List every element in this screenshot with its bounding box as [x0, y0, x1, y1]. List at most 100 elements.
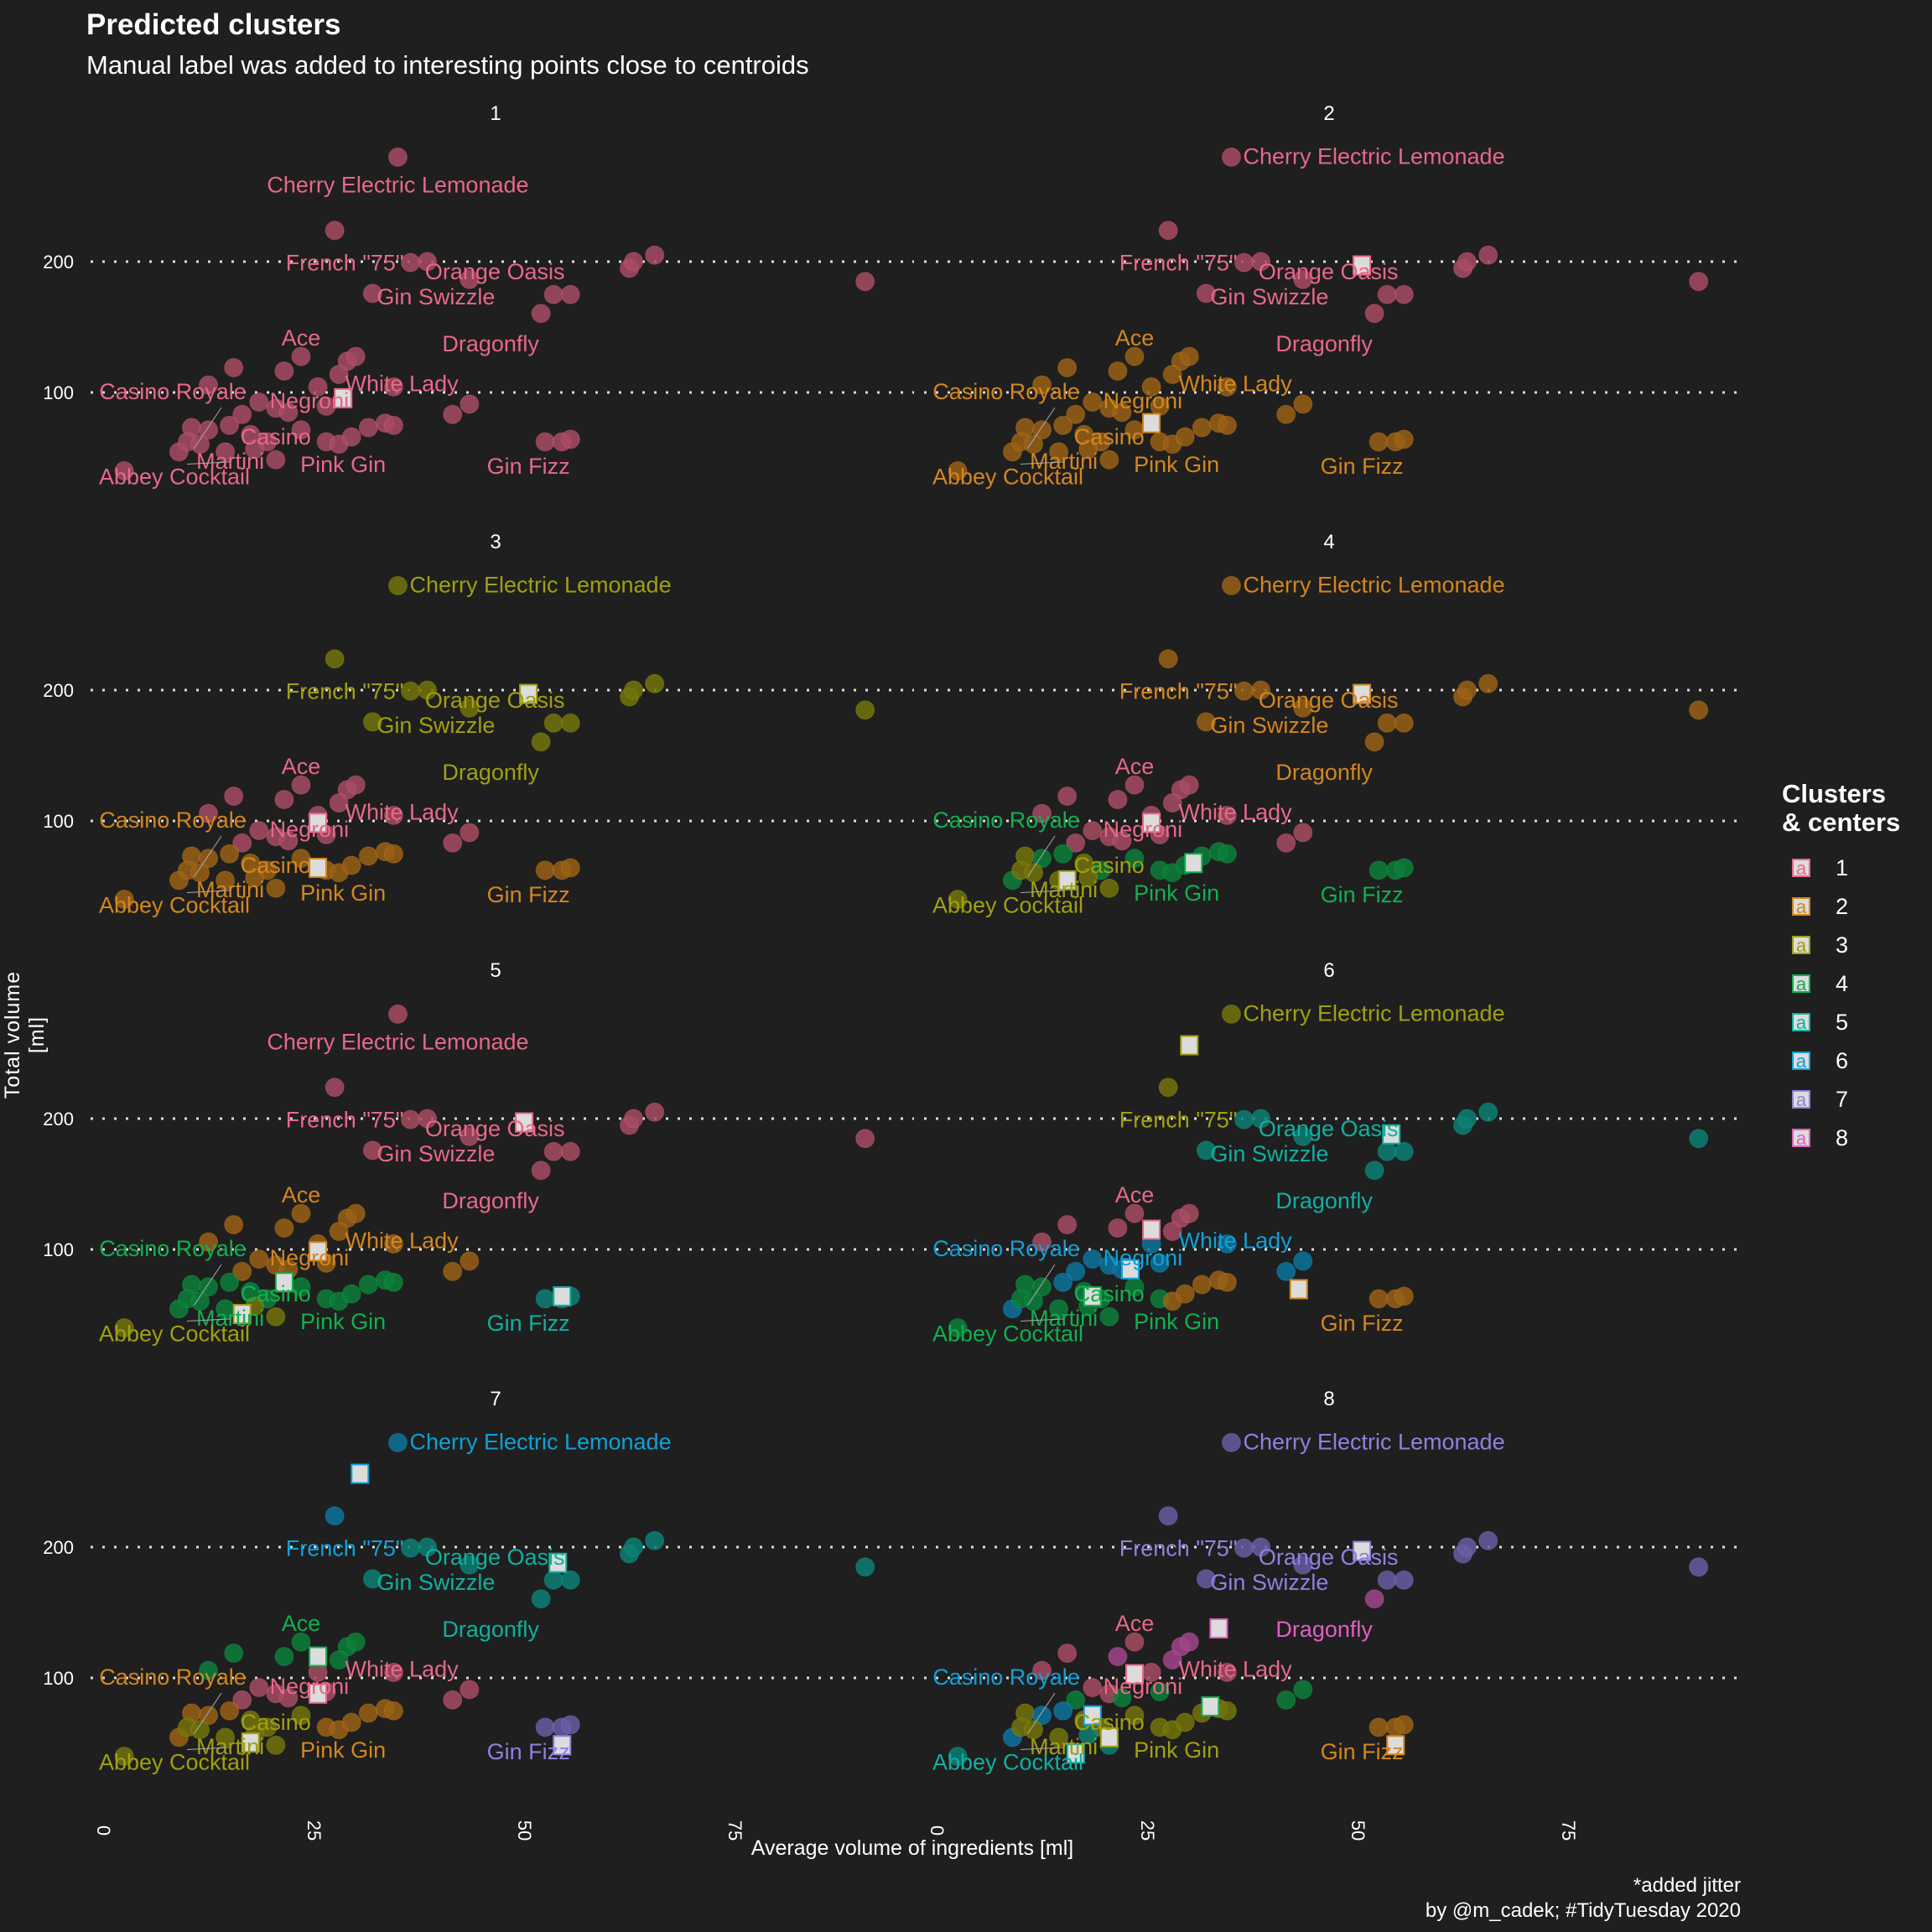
data-point [114, 461, 134, 481]
data-point [543, 284, 564, 304]
data-point [1141, 377, 1161, 397]
data-point [1057, 358, 1078, 378]
data-point [1368, 432, 1389, 452]
point-label: Casino [241, 853, 311, 878]
data-point [1057, 1644, 1078, 1664]
point-label: Negroni [270, 388, 350, 413]
label-leader-line [194, 407, 222, 449]
data-point [418, 252, 438, 272]
data-point [345, 1203, 366, 1223]
data-point [1099, 449, 1119, 470]
data-point [362, 1569, 382, 1589]
data-point [1049, 1727, 1069, 1748]
data-point [624, 1109, 644, 1129]
data-point [531, 732, 551, 752]
point-label: Gin Fizz [487, 882, 570, 907]
point-label: Casino [1074, 1710, 1145, 1735]
data-point [387, 147, 408, 167]
data-point [358, 1275, 378, 1295]
data-point [341, 1712, 361, 1732]
data-point [1377, 1141, 1397, 1161]
point-label: Pink Gin [300, 452, 386, 477]
data-point [1024, 863, 1044, 883]
data-point [358, 1703, 378, 1723]
data-point [1377, 284, 1397, 304]
point-label: French "75" [1119, 679, 1238, 704]
point-label: Cherry Electric Lemonade [267, 1029, 528, 1054]
point-label: French "75" [286, 679, 404, 704]
point-label: White Lady [345, 1228, 460, 1253]
data-point [1112, 831, 1132, 851]
cluster-centroid [1180, 1035, 1199, 1056]
data-point [1108, 1218, 1128, 1238]
data-point [1083, 1678, 1103, 1698]
label-leader-line [1027, 835, 1056, 878]
data-point [249, 392, 269, 413]
label-leader-line [1020, 1747, 1064, 1751]
data-point [1053, 1272, 1073, 1292]
data-point [266, 1735, 286, 1755]
data-point [443, 1261, 463, 1281]
data-point [1221, 575, 1241, 595]
data-point [1032, 803, 1052, 823]
point-label: Cherry Electric Lemonade [1243, 1000, 1504, 1026]
data-point [1478, 673, 1498, 693]
data-point [220, 1272, 240, 1292]
legend-label: 7 [1836, 1086, 1849, 1112]
data-point [387, 1432, 408, 1452]
legend-key-icon: a [1792, 859, 1810, 877]
data-point [1196, 283, 1216, 304]
point-label: Casino Royale [932, 1665, 1080, 1690]
cluster-centroid [1066, 1743, 1085, 1764]
data-point [1083, 1249, 1103, 1270]
cluster-centroid [1120, 1259, 1140, 1280]
caption-jitter-note: *added jitter [1633, 1874, 1741, 1897]
point-label: White Lady [345, 1656, 460, 1681]
data-point [341, 855, 361, 875]
point-label: White Lady [1179, 1228, 1293, 1253]
data-point [1158, 649, 1178, 669]
data-point [1124, 849, 1145, 869]
data-point [1368, 1289, 1389, 1309]
data-point [1162, 365, 1182, 385]
point-label: French "75" [1119, 1536, 1238, 1561]
data-point [1293, 1251, 1313, 1271]
point-label: Ace [1115, 1182, 1155, 1208]
label-leader-line [1027, 1692, 1056, 1735]
data-point [1108, 361, 1128, 381]
point-label: Ace [282, 754, 321, 779]
point-label: Pink Gin [1134, 880, 1219, 906]
point-label: Orange Oasis [1259, 259, 1399, 284]
data-point [1099, 1306, 1119, 1327]
legend-label: 5 [1836, 1009, 1849, 1035]
facet-panel-8: 8 0 25 50 75 Cherry Electric Lemonade French "… [924, 1388, 1740, 1841]
point-label: Martini [1030, 877, 1098, 902]
point-label: Ace [282, 325, 321, 351]
point-label: Cherry Electric Lemonade [1243, 143, 1504, 169]
data-point [1234, 1538, 1254, 1558]
data-point [1032, 1660, 1052, 1680]
point-label: Abbey Cocktail [99, 1322, 250, 1347]
point-label: White Lady [1179, 799, 1293, 824]
point-label: Martini [196, 449, 264, 474]
data-point [278, 402, 299, 423]
cluster-centroid [553, 1735, 572, 1756]
point-label: Martini [196, 1306, 264, 1331]
data-point [1221, 1004, 1241, 1024]
data-point [1293, 823, 1313, 843]
data-point [1394, 858, 1414, 878]
y-tick-label: 200 [43, 252, 74, 273]
point-label: Abbey Cocktail [99, 465, 250, 490]
data-point [1217, 377, 1237, 397]
point-label: Martini [1030, 449, 1098, 474]
y-tick-label: 200 [43, 680, 74, 701]
facet-strip-label: 4 [1323, 531, 1334, 553]
data-point [1368, 1717, 1389, 1737]
data-point [325, 1506, 345, 1526]
cluster-centroid [1353, 1540, 1372, 1561]
data-point [358, 418, 378, 438]
data-point [560, 1141, 580, 1161]
point-label: Casino Royale [99, 808, 247, 833]
